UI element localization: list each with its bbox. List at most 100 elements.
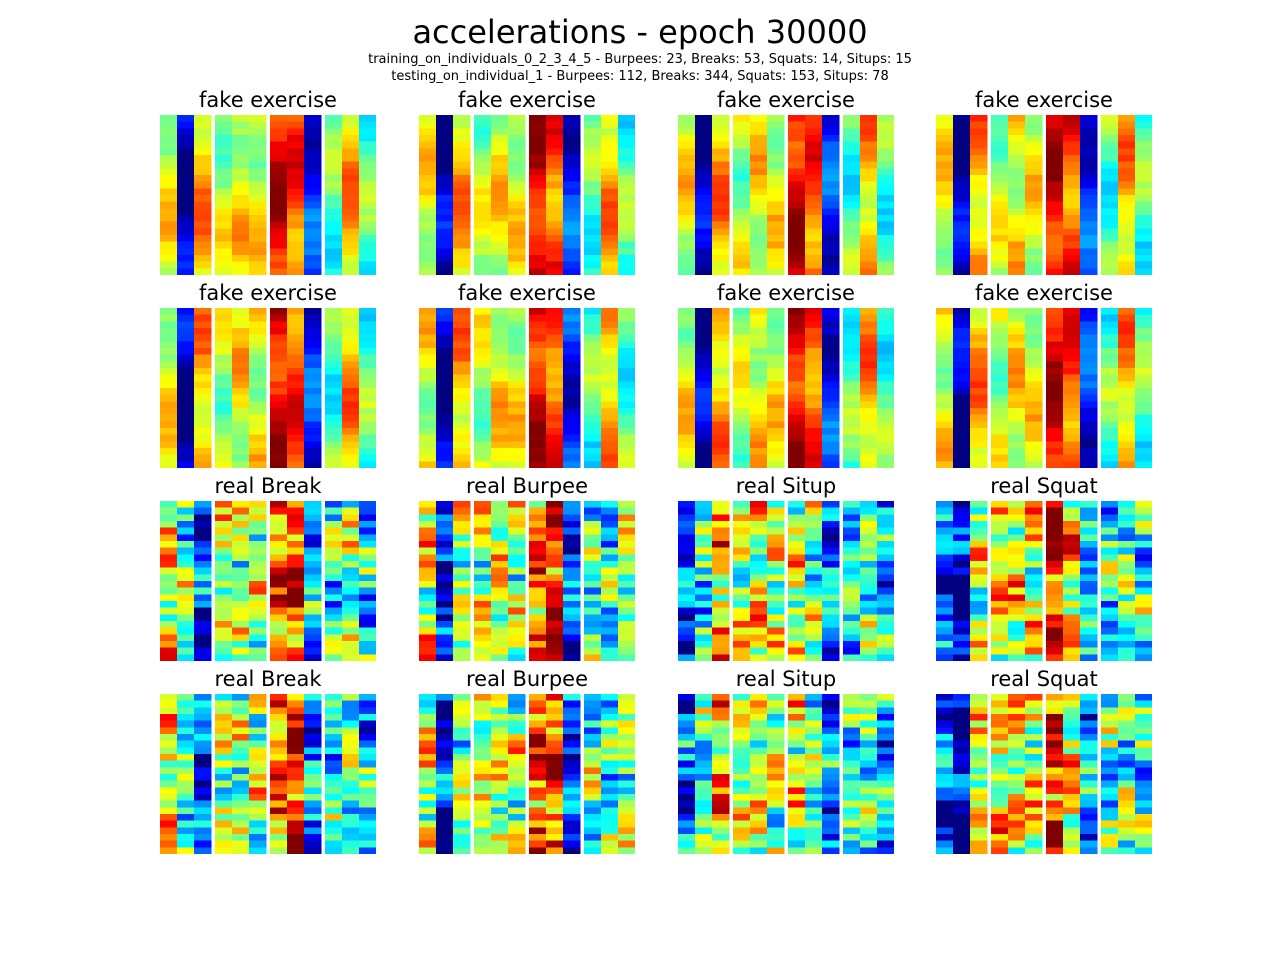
heatmap-cell <box>304 527 322 535</box>
heatmap-cell <box>805 155 823 163</box>
heatmap-cell <box>584 388 602 396</box>
heatmap-cell <box>232 128 250 136</box>
heatmap-cell <box>601 421 619 429</box>
heatmap-cell <box>529 175 547 183</box>
heatmap-cell <box>788 807 806 815</box>
heatmap-cell <box>953 221 971 229</box>
heatmap-cell <box>678 734 696 742</box>
heatmap-cell <box>270 607 288 615</box>
heatmap-cell <box>1063 714 1081 722</box>
heatmap-cell <box>419 521 437 529</box>
heatmap-cell <box>678 148 696 156</box>
heatmap-cell <box>160 141 178 149</box>
heatmap-cell <box>232 348 250 356</box>
heatmap-cell <box>805 594 823 602</box>
heatmap-cell <box>436 148 454 156</box>
heatmap-cell <box>822 601 840 609</box>
heatmap-cell <box>546 201 564 209</box>
heatmap-cell <box>695 421 713 429</box>
heatmap-cell <box>1118 534 1136 542</box>
heatmap-cell <box>1080 601 1098 609</box>
heatmap-cell <box>474 614 492 622</box>
heatmap-cell <box>546 428 564 436</box>
heatmap-cell <box>1080 381 1098 389</box>
heatmap-cell <box>860 794 878 802</box>
heatmap-cell <box>325 228 343 236</box>
heatmap-cell <box>270 587 288 595</box>
heatmap-cell <box>618 827 635 835</box>
heatmap-cell <box>601 554 619 562</box>
heatmap-cell <box>970 627 988 635</box>
heatmap-cell <box>843 547 861 555</box>
heatmap-cell <box>767 554 785 562</box>
heatmap-cell <box>1118 547 1136 555</box>
heatmap-cell <box>474 374 492 382</box>
heatmap-cell <box>508 601 526 609</box>
heatmap-cell <box>563 135 581 143</box>
heatmap-cell <box>232 707 250 715</box>
heatmap-cell <box>546 760 564 768</box>
heatmap-cell <box>805 621 823 629</box>
heatmap-cell <box>822 348 840 356</box>
heatmap-cell <box>359 561 376 569</box>
heatmap-cell <box>491 434 509 442</box>
heatmap-cell <box>822 394 840 402</box>
heatmap-cell <box>453 195 471 203</box>
heatmap-cell <box>1080 461 1098 468</box>
heatmap-cell <box>304 115 322 123</box>
heatmap-cell <box>618 401 635 409</box>
heatmap-cell <box>991 181 1009 189</box>
heatmap-cell <box>733 534 751 542</box>
heatmap-cell <box>1101 794 1119 802</box>
heatmap-cell <box>843 634 861 642</box>
heatmap-cell <box>1101 195 1119 203</box>
heatmap-cell <box>601 181 619 189</box>
heatmap-cell <box>436 814 454 822</box>
heatmap-cell <box>1118 248 1136 256</box>
heatmap-cell <box>1063 461 1081 468</box>
heatmap-cell <box>436 567 454 575</box>
heatmap-cell <box>249 554 267 562</box>
heatmap-cell <box>712 534 730 542</box>
heatmap-cell <box>1080 161 1098 169</box>
heatmap-cell <box>270 361 288 369</box>
heatmap-cell <box>822 188 840 196</box>
heatmap-cell <box>194 428 212 436</box>
heatmap-cell <box>419 747 437 755</box>
heatmap-cell <box>805 328 823 336</box>
heatmap-cell <box>1080 328 1098 336</box>
heatmap-cell <box>270 441 288 449</box>
heatmap-cell <box>342 135 360 143</box>
heatmap-cell <box>936 215 954 223</box>
heatmap-cell <box>822 814 840 822</box>
heatmap-cell <box>194 235 212 243</box>
heatmap-cell <box>287 374 305 382</box>
heatmap-panel <box>936 501 1152 661</box>
heatmap-cell <box>601 847 619 854</box>
heatmap-cell <box>1025 800 1043 808</box>
heatmap-cell <box>695 581 713 589</box>
heatmap-cell <box>805 168 823 176</box>
heatmap-cell <box>970 747 988 755</box>
heatmap-cell <box>508 374 526 382</box>
heatmap-cell <box>750 760 768 768</box>
heatmap-cell <box>601 381 619 389</box>
heatmap-cell <box>805 441 823 449</box>
heatmap-cell <box>788 581 806 589</box>
heatmap-cell <box>325 201 343 209</box>
heatmap-cell <box>1080 760 1098 768</box>
heatmap-cell <box>436 235 454 243</box>
heatmap-cell <box>767 840 785 848</box>
heatmap-cell <box>767 255 785 263</box>
heatmap-cell <box>750 208 768 216</box>
heatmap-cell <box>1135 754 1152 762</box>
heatmap-cell <box>1025 507 1043 515</box>
heatmap-cell <box>712 847 730 854</box>
heatmap-cell <box>1008 567 1026 575</box>
heatmap-cell <box>678 361 696 369</box>
heatmap-cell <box>453 341 471 349</box>
heatmap-cell <box>529 834 547 842</box>
heatmap-cell <box>1046 354 1064 362</box>
heatmap-cell <box>1046 654 1064 661</box>
heatmap-cell <box>453 255 471 263</box>
